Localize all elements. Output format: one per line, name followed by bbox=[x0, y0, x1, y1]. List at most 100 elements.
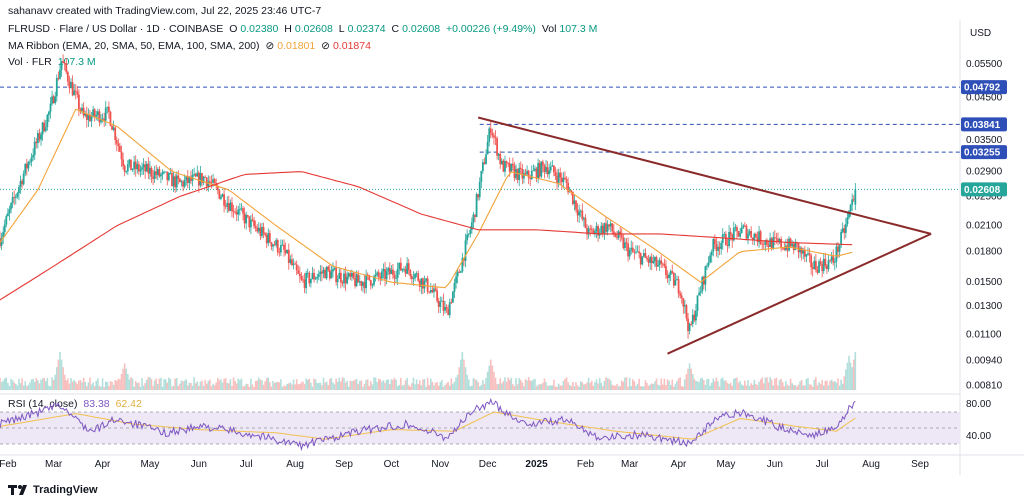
candle-body bbox=[262, 226, 265, 234]
candle-body bbox=[139, 169, 142, 172]
symbol-line[interactable]: FLRUSD · Flare / US Dollar · 1D · COINBA… bbox=[8, 23, 224, 35]
candle-body bbox=[717, 246, 719, 251]
candle-body bbox=[349, 273, 352, 277]
ma-ribbon-legend[interactable]: MA Ribbon (EMA, 20, SMA, 50, EMA, 100, S… bbox=[8, 40, 374, 52]
candle-body bbox=[605, 223, 607, 232]
volume-bar bbox=[40, 379, 42, 390]
price-tick-label: 0.00810 bbox=[966, 381, 1003, 392]
candle-body bbox=[742, 225, 745, 228]
candle-body bbox=[617, 231, 620, 238]
candle-body bbox=[803, 249, 806, 257]
volume-bar bbox=[177, 386, 180, 390]
volume-bar bbox=[388, 384, 391, 390]
volume-bar bbox=[534, 378, 536, 390]
volume-bar bbox=[370, 381, 372, 390]
volume-bar bbox=[478, 386, 481, 390]
volume-bar bbox=[157, 383, 159, 390]
volume-bar bbox=[619, 386, 621, 390]
candle-body bbox=[106, 106, 109, 108]
candle-body bbox=[639, 253, 642, 265]
volume-bar bbox=[592, 385, 595, 390]
volume-bar bbox=[613, 385, 615, 390]
candle-body bbox=[488, 128, 491, 142]
volume-bar bbox=[7, 382, 9, 390]
candle-body bbox=[84, 113, 87, 116]
volume-bar bbox=[3, 378, 6, 390]
volume-bar bbox=[838, 385, 841, 390]
volume-bar bbox=[150, 378, 153, 390]
candle-body bbox=[11, 197, 14, 204]
volume-bar bbox=[67, 378, 69, 390]
price-level-tag bbox=[961, 80, 1007, 95]
volume-bar bbox=[529, 380, 532, 390]
candle-body bbox=[336, 278, 339, 283]
volume-bar bbox=[538, 384, 541, 390]
volume-bar bbox=[114, 380, 116, 390]
candle-body bbox=[390, 269, 393, 275]
volume-bar bbox=[430, 378, 432, 390]
candle-body bbox=[745, 225, 748, 239]
candle-body bbox=[22, 173, 25, 185]
currency-label[interactable]: USD bbox=[970, 28, 992, 39]
volume-bar bbox=[382, 380, 385, 390]
volume-bar bbox=[303, 384, 306, 390]
volume-bar bbox=[658, 385, 661, 390]
volume-bar bbox=[138, 382, 140, 390]
candle-body bbox=[223, 194, 225, 206]
volume-bar bbox=[311, 386, 314, 390]
volume-bar bbox=[701, 377, 704, 390]
candle-body bbox=[175, 175, 178, 188]
volume-bar bbox=[371, 384, 374, 390]
volume-bar bbox=[516, 384, 519, 390]
candle-body bbox=[76, 91, 79, 95]
volume-bar bbox=[355, 378, 358, 390]
candle-body bbox=[324, 269, 326, 279]
volume-bar bbox=[120, 374, 123, 390]
volume-bar bbox=[149, 377, 151, 390]
candle-body bbox=[800, 247, 803, 254]
candle-body bbox=[584, 217, 587, 229]
ma-dot-icon: ⊘ bbox=[265, 40, 275, 52]
volume-bar bbox=[104, 381, 107, 390]
volume-bar bbox=[234, 380, 236, 390]
volume-bar bbox=[564, 378, 566, 390]
candle-body bbox=[679, 293, 682, 296]
candle-body bbox=[832, 256, 835, 263]
volume-bar bbox=[458, 367, 461, 390]
volume-bar bbox=[605, 377, 607, 390]
volume-bar bbox=[712, 378, 715, 390]
close-value: 0.02608 bbox=[402, 23, 441, 35]
volume-bar bbox=[696, 381, 699, 390]
volume-bar bbox=[579, 381, 582, 390]
candle-body bbox=[163, 171, 166, 173]
volume-bar bbox=[471, 385, 473, 390]
candle-body bbox=[327, 266, 330, 270]
volume-bar bbox=[185, 379, 188, 390]
candle-body bbox=[486, 141, 489, 155]
volume-bar bbox=[291, 384, 293, 390]
volume-bar bbox=[76, 384, 79, 390]
candle-body bbox=[204, 176, 207, 178]
volume-bar bbox=[29, 382, 31, 390]
volume-bar bbox=[744, 380, 746, 390]
candle-body bbox=[221, 194, 224, 197]
candle-body bbox=[63, 63, 66, 64]
rsi-pane: 40.00 80.00 bbox=[0, 397, 991, 452]
candle-body bbox=[295, 264, 298, 271]
volume-bar bbox=[448, 385, 451, 390]
volume-bar bbox=[597, 383, 599, 390]
candle-body bbox=[398, 262, 401, 269]
candle-body bbox=[713, 239, 716, 245]
volume-bar bbox=[363, 383, 366, 390]
volume-bar bbox=[507, 377, 509, 390]
volume-bar bbox=[728, 384, 730, 390]
candle-body bbox=[699, 291, 702, 293]
candle-body bbox=[218, 190, 221, 199]
candle-body bbox=[759, 231, 762, 244]
candle-body bbox=[762, 243, 765, 245]
volume-bar bbox=[297, 384, 300, 390]
candle-body bbox=[807, 253, 809, 255]
candle-body bbox=[534, 168, 536, 171]
volume-bar bbox=[546, 385, 549, 390]
